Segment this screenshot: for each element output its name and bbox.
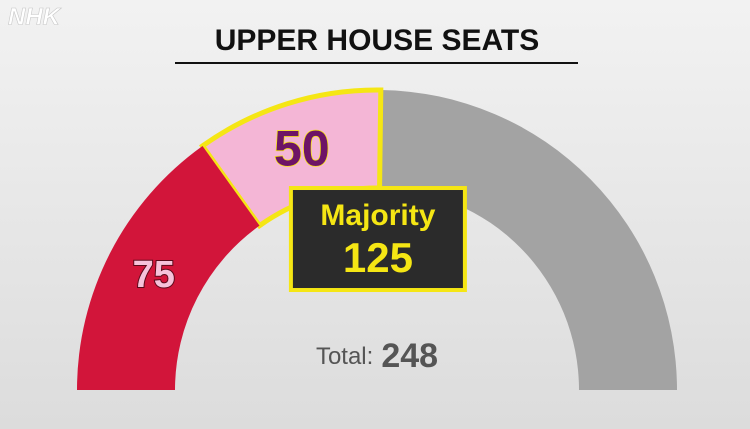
logo: NHK <box>8 3 62 30</box>
chart-title: UPPER HOUSE SEATS <box>215 24 540 57</box>
segment <box>379 90 677 390</box>
majority-value: 125 <box>343 234 413 281</box>
value-label: 75 <box>133 254 175 296</box>
segment <box>77 145 260 390</box>
total: Total: 248 <box>316 337 438 375</box>
total-label: Total: <box>316 343 373 370</box>
value-label: 50 <box>274 121 330 177</box>
majority-label: Majority <box>320 199 435 232</box>
total-value: 248 <box>381 337 438 375</box>
majority-box <box>288 186 467 293</box>
